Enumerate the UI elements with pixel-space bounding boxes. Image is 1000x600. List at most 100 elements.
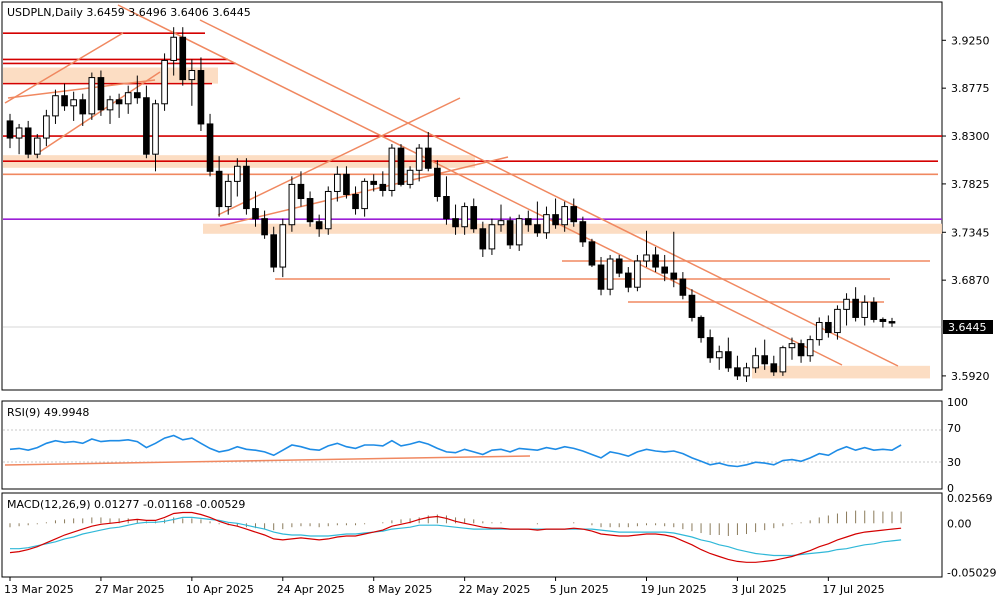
candle-body <box>497 220 505 226</box>
candle <box>734 355 741 380</box>
price-panel-border <box>1 1 943 391</box>
candle-body <box>743 367 750 377</box>
candle-body <box>779 347 787 373</box>
rsi-panel[interactable]: RSI(9) 49.9948 <box>1 400 943 490</box>
price-tick-label: 3.7825 <box>951 178 990 191</box>
candle-body <box>652 254 659 268</box>
candle <box>679 272 687 300</box>
candle-body <box>888 321 896 324</box>
candle-body <box>279 224 287 268</box>
candle <box>443 176 450 225</box>
candle-body <box>752 355 759 369</box>
candle-body <box>534 224 541 234</box>
candle-body <box>15 127 23 139</box>
candle <box>779 345 787 376</box>
candle <box>561 201 568 232</box>
candle-body <box>543 214 550 234</box>
candle-body <box>552 214 559 226</box>
candle <box>288 176 296 232</box>
candle-body <box>361 180 368 210</box>
candle-body <box>261 218 268 236</box>
candle-body <box>761 355 769 365</box>
candle-body <box>561 206 568 226</box>
candle-body <box>288 183 296 226</box>
candle-body <box>170 36 177 61</box>
candle-body <box>843 298 850 310</box>
trendline-down-channel-main <box>199 19 899 367</box>
price-tick-label: 3.5920 <box>951 370 990 383</box>
price-panel[interactable]: USDPLN,Daily 3.6459 3.6496 3.6406 3.6445 <box>1 1 943 391</box>
candle-body <box>315 221 323 230</box>
rsi-trendline <box>4 455 531 466</box>
candle-body <box>643 254 650 262</box>
candle-body <box>324 190 332 230</box>
candle <box>397 144 405 187</box>
candle-body <box>215 170 223 208</box>
candle <box>361 178 368 217</box>
candle-body <box>870 301 878 320</box>
candle <box>79 93 87 126</box>
candle-body <box>224 180 232 208</box>
candle-body <box>152 103 159 155</box>
candle-body <box>397 147 405 185</box>
candles <box>6 27 896 382</box>
candle-body <box>597 264 605 290</box>
candle <box>452 204 459 235</box>
macd-axis: 0.02569 0.00 -0.05029 <box>947 492 996 579</box>
candle-body <box>624 272 632 288</box>
candle-body <box>579 221 587 243</box>
date-tick-label: 17 Jul 2025 <box>822 583 884 596</box>
candle-body <box>143 97 150 155</box>
candle-body <box>443 196 450 220</box>
candle <box>70 91 77 121</box>
candle <box>43 109 50 147</box>
candle <box>424 132 432 172</box>
candle <box>352 186 359 215</box>
candle <box>670 231 678 288</box>
candle <box>725 337 732 372</box>
candle <box>297 171 305 207</box>
candle-body <box>188 70 196 81</box>
candle <box>497 204 505 232</box>
candle <box>570 198 578 227</box>
candle <box>852 287 859 322</box>
candle-body <box>770 363 778 373</box>
date-tick-label: 8 May 2025 <box>368 583 433 596</box>
candle <box>624 267 632 293</box>
candle-body <box>815 321 823 341</box>
candle-body <box>124 92 132 105</box>
rsi-line <box>9 434 902 468</box>
candle-body <box>270 234 278 268</box>
candle-body <box>115 99 123 105</box>
ohlc-header: USDPLN,Daily 3.6459 3.6496 3.6406 3.6445 <box>7 6 251 19</box>
candle-body <box>861 301 869 318</box>
last-price-tag: 3.6445 <box>943 320 993 334</box>
candle-body <box>834 308 841 334</box>
date-tick-label: 19 Jun 2025 <box>640 583 706 596</box>
candle-body <box>406 169 414 185</box>
candle <box>161 53 168 111</box>
candle-body <box>488 224 496 250</box>
date-tick-label: 3 Jul 2025 <box>731 583 786 596</box>
candle <box>579 216 587 247</box>
macd-panel[interactable]: MACD(12,26,9) 0.01277 -0.01168 -0.00529 <box>1 492 943 578</box>
zone <box>203 223 942 234</box>
candle-body <box>825 321 832 334</box>
candle <box>825 315 832 338</box>
date-tick-label: 22 May 2025 <box>459 583 531 596</box>
last-price-tag-text: 3.6445 <box>948 321 987 334</box>
candle <box>888 317 896 327</box>
candle-body <box>570 206 578 223</box>
candle <box>252 191 259 227</box>
candle-body <box>506 220 514 246</box>
trendline-rising-channel-top <box>217 97 461 216</box>
candle-body <box>133 92 141 99</box>
date-tick-label: 27 Mar 2025 <box>95 583 165 596</box>
zone <box>752 365 930 379</box>
candle <box>606 254 614 296</box>
candle <box>688 289 696 322</box>
price-tick-label: 3.6870 <box>951 274 990 287</box>
candle <box>61 83 68 111</box>
candle <box>534 201 541 237</box>
candle <box>33 134 41 159</box>
